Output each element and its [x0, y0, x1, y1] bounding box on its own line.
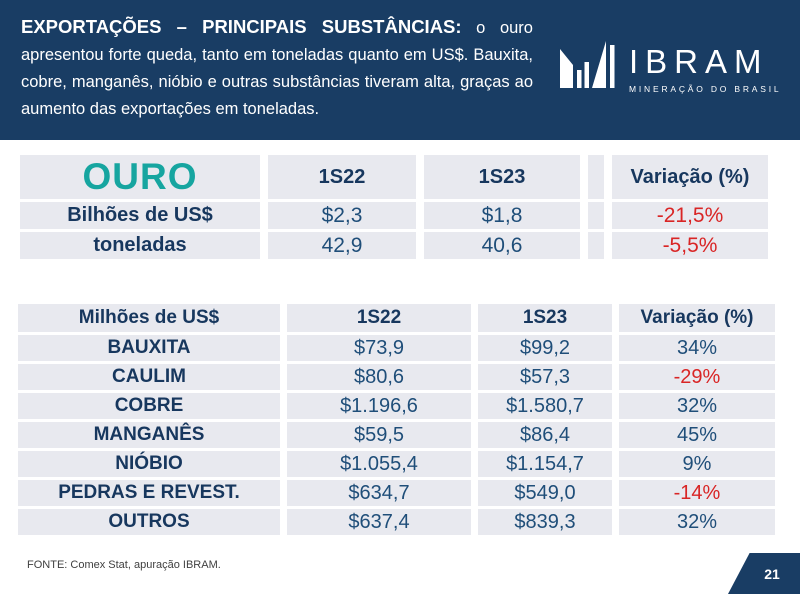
ouro-row-variacao: -21,5% [612, 202, 768, 229]
ouro-row-1s23: $1,8 [424, 202, 580, 229]
source-note: FONTE: Comex Stat, apuração IBRAM. [27, 559, 221, 571]
substance-name: MANGANÊS [18, 422, 280, 448]
ouro-row-1s23: 40,6 [424, 232, 580, 259]
ouro-row-1s22: $2,3 [268, 202, 416, 229]
page-number-tab: 21 [728, 553, 800, 594]
substance-name: PEDRAS E REVEST. [18, 480, 280, 506]
substance-1s22: $637,4 [287, 509, 471, 535]
substance-1s23: $1.580,7 [478, 393, 612, 419]
logo-wordmark: IBRAM [629, 43, 769, 80]
spacer-cell [588, 202, 604, 229]
substance-name: COBRE [18, 393, 280, 419]
substances-table: Milhões de US$ 1S22 1S23 Variação (%) BA… [18, 304, 775, 535]
ouro-col-1s22: 1S22 [268, 155, 416, 199]
substance-variacao: 32% [619, 509, 775, 535]
ouro-col-variacao: Variação (%) [612, 155, 768, 199]
ouro-table: OURO 1S22 1S23 Variação (%) Bilhões de U… [20, 155, 768, 259]
substance-1s23: $86,4 [478, 422, 612, 448]
ouro-row-label: Bilhões de US$ [20, 202, 260, 229]
substance-variacao: 34% [619, 335, 775, 361]
substances-col-1s23: 1S23 [478, 304, 612, 332]
substance-name: OUTROS [18, 509, 280, 535]
spacer-cell [588, 232, 604, 259]
substances-header-label: Milhões de US$ [18, 304, 280, 332]
substance-1s22: $1.055,4 [287, 451, 471, 477]
spacer-cell [588, 155, 604, 199]
substance-variacao: 45% [619, 422, 775, 448]
ouro-row-1s22: 42,9 [268, 232, 416, 259]
substance-name: CAULIM [18, 364, 280, 390]
ibram-logo-icon [560, 41, 615, 88]
intro-paragraph: EXPORTAÇÕES – PRINCIPAIS SUBSTÂNCIAS: o … [21, 13, 533, 123]
substance-1s23: $99,2 [478, 335, 612, 361]
substance-1s22: $634,7 [287, 480, 471, 506]
ouro-row-label: toneladas [20, 232, 260, 259]
page-number: 21 [764, 565, 780, 582]
substance-1s22: $1.196,6 [287, 393, 471, 419]
ouro-table-title: OURO [20, 155, 260, 199]
substance-1s22: $73,9 [287, 335, 471, 361]
substance-1s23: $839,3 [478, 509, 612, 535]
substance-1s23: $549,0 [478, 480, 612, 506]
substance-variacao: 9% [619, 451, 775, 477]
logo-text-block: IBRAM MINERAÇÃO DO BRASIL [629, 38, 781, 94]
ouro-col-1s23: 1S23 [424, 155, 580, 199]
substance-1s23: $1.154,7 [478, 451, 612, 477]
intro-body-text: o ouro apresentou forte queda, tanto em … [21, 19, 533, 118]
substances-col-variacao: Variação (%) [619, 304, 775, 332]
substance-variacao: 32% [619, 393, 775, 419]
substance-variacao: -14% [619, 480, 775, 506]
slide-title: EXPORTAÇÕES – PRINCIPAIS SUBSTÂNCIAS: [21, 16, 462, 37]
substances-col-1s22: 1S22 [287, 304, 471, 332]
substance-name: NIÓBIO [18, 451, 280, 477]
substance-name: BAUXITA [18, 335, 280, 361]
substance-variacao: -29% [619, 364, 775, 390]
ibram-logo: IBRAM MINERAÇÃO DO BRASIL [560, 38, 781, 94]
ouro-row-variacao: -5,5% [612, 232, 768, 259]
substance-1s22: $80,6 [287, 364, 471, 390]
substance-1s23: $57,3 [478, 364, 612, 390]
logo-tagline: MINERAÇÃO DO BRASIL [629, 84, 782, 94]
substance-1s22: $59,5 [287, 422, 471, 448]
header-band: EXPORTAÇÕES – PRINCIPAIS SUBSTÂNCIAS: o … [0, 0, 800, 140]
